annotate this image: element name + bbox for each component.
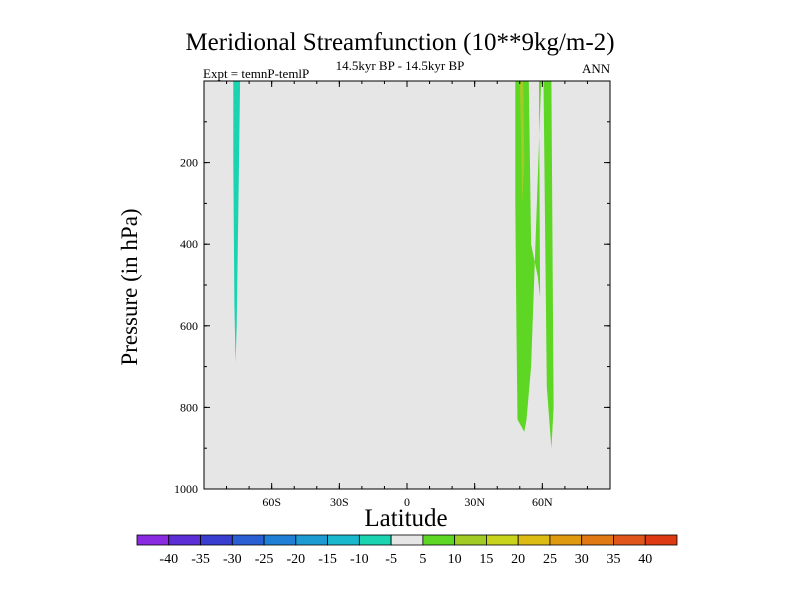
season-label: ANN bbox=[582, 61, 611, 76]
colorbar-swatch bbox=[295, 534, 328, 546]
colorbar-label: -15 bbox=[318, 552, 337, 567]
y-tick-label: 600 bbox=[180, 319, 198, 333]
colorbar-swatch bbox=[517, 534, 551, 546]
plot-background bbox=[204, 81, 610, 489]
southern-negative-cell bbox=[233, 81, 241, 363]
y-tick-label: 200 bbox=[180, 156, 198, 170]
colorbar-label: -20 bbox=[286, 552, 305, 567]
x-tick-label: 30S bbox=[330, 495, 349, 509]
y-tick-label: 400 bbox=[180, 237, 198, 251]
colorbar-swatch bbox=[168, 534, 201, 546]
colorbar-swatch bbox=[581, 534, 614, 546]
x-tick-label: 60N bbox=[532, 495, 553, 509]
x-axis-ticks: 60S 30S 0 30N 60N bbox=[203, 81, 611, 509]
colorbar-swatch bbox=[327, 534, 360, 546]
colorbar-label: 15 bbox=[479, 552, 493, 567]
y-tick-label: 1000 bbox=[174, 482, 198, 496]
colorbar-label: -5 bbox=[385, 552, 397, 567]
x-axis-label: Latitude bbox=[364, 505, 448, 532]
x-tick-label: 30N bbox=[464, 495, 485, 509]
colorbar-label: -25 bbox=[255, 552, 274, 567]
x-tick-label: 60S bbox=[262, 495, 281, 509]
y-axis-ticks: 200 400 600 800 1000 bbox=[174, 80, 610, 496]
colorbar: -40 -35 -30 -25 -20 -15 -10 -5 5 10 15 20 25 30 35 40 bbox=[136, 534, 678, 567]
chart-subtitle: 14.5kyr BP - 14.5kyr BP bbox=[335, 58, 465, 73]
colorbar-swatch bbox=[200, 534, 233, 546]
colorbar-label: -35 bbox=[191, 552, 210, 567]
contour-regions bbox=[233, 81, 554, 449]
colorbar-swatch bbox=[422, 534, 456, 546]
colorbar-label: 5 bbox=[419, 552, 426, 567]
colorbar-swatch bbox=[644, 534, 678, 546]
experiment-label: Expt = temnP-temlP bbox=[203, 66, 310, 81]
colorbar-swatch bbox=[486, 534, 519, 546]
colorbar-swatch bbox=[231, 534, 265, 546]
northern-positive-cell bbox=[515, 81, 554, 449]
colorbar-swatch bbox=[549, 534, 583, 546]
colorbar-swatch bbox=[390, 534, 424, 546]
colorbar-label: 10 bbox=[448, 552, 462, 567]
colorbar-label: 35 bbox=[606, 552, 620, 567]
colorbar-label: 25 bbox=[543, 552, 557, 567]
colorbar-swatch bbox=[136, 534, 170, 546]
colorbar-label: -40 bbox=[159, 552, 178, 567]
chart-title: Meridional Streamfunction (10**9kg/m-2) bbox=[185, 29, 615, 56]
colorbar-label: 30 bbox=[575, 552, 589, 567]
y-tick-label: 800 bbox=[180, 400, 198, 414]
colorbar-label: 40 bbox=[638, 552, 652, 567]
colorbar-swatch bbox=[613, 534, 646, 546]
colorbar-swatch bbox=[454, 534, 487, 546]
x-tick-label: 0 bbox=[404, 495, 410, 509]
colorbar-swatch bbox=[358, 534, 392, 546]
colorbar-label: -10 bbox=[350, 552, 369, 567]
colorbar-label: 20 bbox=[511, 552, 525, 567]
northern-core-cell bbox=[519, 81, 525, 204]
colorbar-label: -30 bbox=[223, 552, 242, 567]
colorbar-swatch bbox=[263, 534, 297, 546]
